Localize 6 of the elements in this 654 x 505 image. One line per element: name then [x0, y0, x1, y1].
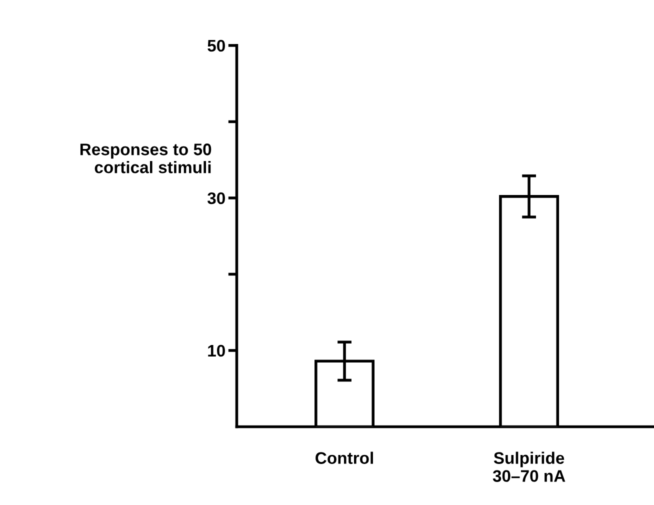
y-tick-label: 30 [207, 192, 225, 204]
y-axis-title: Responses to 50 cortical stimuli [80, 144, 212, 174]
x-tick-label: Sulpiride 30–70 nA [492, 452, 566, 482]
y-tick-label: 50 [208, 40, 225, 52]
x-tick-label: Control [316, 452, 373, 464]
y-tick-label: 10 [208, 344, 225, 357]
